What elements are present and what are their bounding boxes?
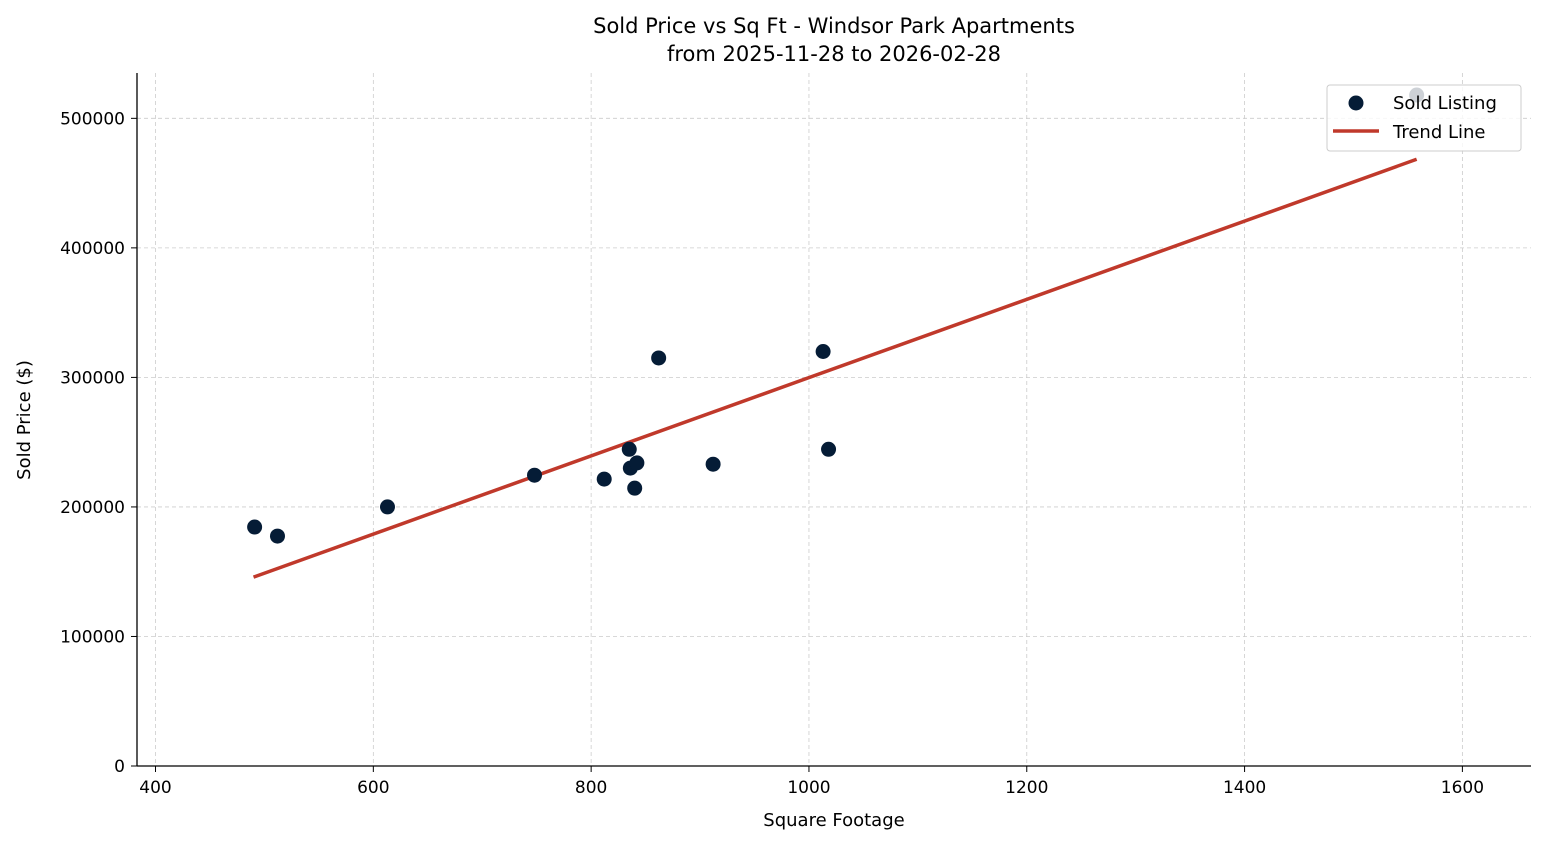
x-tick-label: 400 bbox=[139, 778, 171, 798]
trend-line-layer bbox=[252, 157, 1418, 579]
y-axis-label: Sold Price ($) bbox=[14, 360, 35, 480]
legend-label-sold-listing: Sold Listing bbox=[1393, 93, 1497, 114]
x-axis-label: Square Footage bbox=[763, 810, 904, 831]
sold-listing-point bbox=[269, 528, 285, 544]
x-tick-label: 1600 bbox=[1441, 778, 1484, 798]
x-tick-label: 1000 bbox=[787, 778, 830, 798]
y-tick-label: 200000 bbox=[60, 498, 125, 518]
y-tick-label: 100000 bbox=[60, 627, 125, 647]
legend-marker-sold-listing bbox=[1348, 95, 1364, 111]
sold-listing-point bbox=[821, 441, 837, 457]
x-tick-label: 600 bbox=[357, 778, 389, 798]
x-tick-label: 800 bbox=[575, 778, 607, 798]
sold-listing-point bbox=[621, 441, 637, 457]
sold-listing-point bbox=[247, 519, 263, 535]
sold-listing-point bbox=[815, 343, 831, 359]
grid bbox=[137, 73, 1531, 767]
points-layer bbox=[247, 87, 1425, 544]
y-tick-label: 300000 bbox=[60, 368, 125, 388]
y-tick-label: 400000 bbox=[60, 239, 125, 259]
axes: 400 600 800 1000 1200 1400 1600 0 100000 200000 30… bbox=[60, 73, 1531, 798]
trend-line bbox=[252, 157, 1418, 579]
sold-listing-point bbox=[705, 456, 721, 472]
legend-label-trend-line: Trend Line bbox=[1392, 122, 1486, 143]
legend-box bbox=[1326, 84, 1522, 152]
x-tick-label: 1200 bbox=[1005, 778, 1048, 798]
legend: Sold Listing Trend Line bbox=[1326, 84, 1522, 152]
chart-subtitle: from 2025-11-28 to 2026-02-28 bbox=[667, 42, 1001, 66]
y-tick-label: 500000 bbox=[60, 109, 125, 129]
sold-listing-point bbox=[527, 467, 543, 483]
x-tick-label: 1400 bbox=[1223, 778, 1266, 798]
sold-listing-point bbox=[596, 471, 612, 487]
sold-listing-point bbox=[629, 455, 645, 471]
y-tick-label: 0 bbox=[114, 757, 125, 777]
sold-listing-point bbox=[627, 480, 643, 496]
sold-listing-point bbox=[651, 350, 667, 366]
chart-title: Sold Price vs Sq Ft - Windsor Park Apart… bbox=[593, 14, 1075, 38]
sold-listing-point bbox=[379, 499, 395, 515]
